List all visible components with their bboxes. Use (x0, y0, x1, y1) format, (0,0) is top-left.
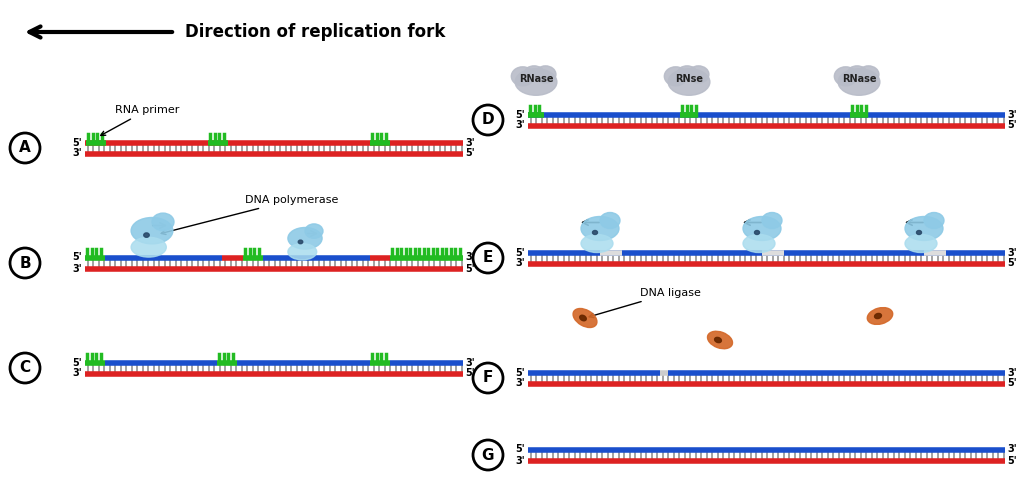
Ellipse shape (573, 309, 597, 327)
Text: 3': 3' (515, 379, 525, 388)
Text: RNase: RNase (519, 74, 553, 84)
Text: 5': 5' (515, 247, 525, 257)
Ellipse shape (143, 233, 150, 237)
Ellipse shape (536, 66, 556, 83)
Text: 5': 5' (515, 109, 525, 119)
Ellipse shape (905, 235, 937, 252)
Ellipse shape (665, 67, 687, 86)
Ellipse shape (288, 244, 316, 260)
Ellipse shape (131, 237, 166, 257)
Text: B: B (19, 255, 31, 271)
Ellipse shape (848, 66, 866, 79)
Text: 5': 5' (1007, 120, 1017, 131)
Text: 3': 3' (73, 263, 82, 274)
Text: D: D (481, 112, 495, 128)
Text: 3': 3' (515, 120, 525, 131)
Text: 5': 5' (73, 138, 82, 147)
Text: 3': 3' (1007, 367, 1017, 378)
Ellipse shape (905, 216, 943, 241)
Ellipse shape (688, 66, 709, 83)
Ellipse shape (593, 231, 597, 235)
Ellipse shape (874, 314, 882, 318)
Ellipse shape (298, 240, 303, 244)
Ellipse shape (715, 337, 721, 343)
Ellipse shape (524, 66, 544, 79)
Ellipse shape (708, 331, 732, 349)
Ellipse shape (762, 212, 782, 228)
Ellipse shape (838, 69, 880, 95)
Text: 3': 3' (1007, 109, 1017, 119)
Text: 5': 5' (515, 367, 525, 378)
Text: 3': 3' (515, 456, 525, 465)
Text: 5': 5' (465, 263, 475, 274)
Ellipse shape (916, 231, 922, 235)
Text: G: G (481, 448, 495, 462)
Text: 5': 5' (1007, 456, 1017, 465)
Text: 5': 5' (465, 368, 475, 379)
Text: 5': 5' (73, 357, 82, 367)
Text: Direction of replication fork: Direction of replication fork (185, 23, 445, 41)
Ellipse shape (858, 66, 879, 83)
Text: 5': 5' (465, 148, 475, 159)
Text: RNA primer: RNA primer (100, 105, 179, 136)
Text: F: F (482, 371, 494, 386)
Text: 5': 5' (515, 445, 525, 455)
Ellipse shape (743, 235, 775, 252)
Text: E: E (482, 250, 494, 266)
Ellipse shape (152, 213, 174, 231)
Ellipse shape (743, 216, 781, 241)
Ellipse shape (835, 67, 857, 86)
Ellipse shape (668, 69, 710, 95)
Text: 5': 5' (1007, 379, 1017, 388)
Text: C: C (19, 360, 31, 376)
Ellipse shape (305, 224, 323, 238)
Text: DNA ligase: DNA ligase (589, 288, 700, 317)
Ellipse shape (511, 67, 535, 86)
Ellipse shape (580, 315, 587, 321)
Text: 3': 3' (1007, 247, 1017, 257)
Ellipse shape (288, 227, 323, 249)
Text: 3': 3' (73, 148, 82, 159)
Ellipse shape (867, 308, 893, 324)
Text: RNase: RNase (842, 74, 877, 84)
Text: 3': 3' (73, 368, 82, 379)
Ellipse shape (131, 217, 173, 244)
Text: 5': 5' (1007, 258, 1017, 269)
Ellipse shape (515, 69, 557, 95)
Text: 5': 5' (73, 252, 82, 262)
Ellipse shape (581, 235, 613, 252)
Text: 3': 3' (465, 357, 475, 367)
Ellipse shape (678, 66, 696, 79)
Ellipse shape (755, 231, 760, 235)
Text: 3': 3' (1007, 445, 1017, 455)
Text: 3': 3' (515, 258, 525, 269)
Ellipse shape (581, 216, 618, 241)
Text: RNse: RNse (675, 74, 703, 84)
Text: 3': 3' (465, 252, 475, 262)
Text: DNA polymerase: DNA polymerase (161, 195, 338, 235)
Ellipse shape (600, 212, 620, 228)
Ellipse shape (924, 212, 944, 228)
Text: A: A (19, 141, 31, 155)
Text: 3': 3' (465, 138, 475, 147)
